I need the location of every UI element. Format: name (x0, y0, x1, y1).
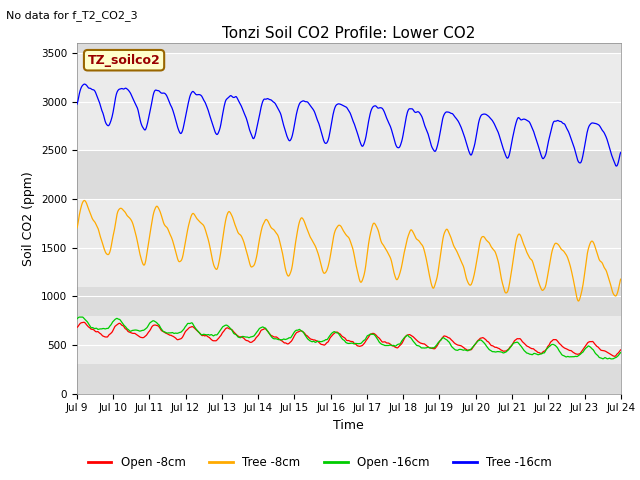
Bar (77, 53, 621, 150)
Text: TZ_soilco2: TZ_soilco2 (88, 54, 161, 67)
Text: No data for f_T2_CO2_3: No data for f_T2_CO2_3 (6, 10, 138, 21)
Legend: Open -8cm, Tree -8cm, Open -16cm, Tree -16cm: Open -8cm, Tree -8cm, Open -16cm, Tree -… (83, 452, 557, 474)
X-axis label: Time: Time (333, 419, 364, 432)
Y-axis label: Soil CO2 (ppm): Soil CO2 (ppm) (22, 171, 35, 266)
Bar (77, 316, 621, 364)
Title: Tonzi Soil CO2 Profile: Lower CO2: Tonzi Soil CO2 Profile: Lower CO2 (222, 25, 476, 41)
Bar (77, 199, 621, 287)
